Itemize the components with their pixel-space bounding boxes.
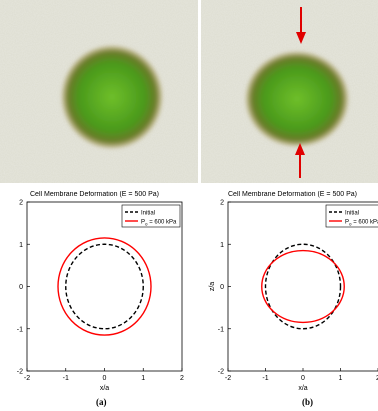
axes-frame — [227, 201, 378, 372]
legend: Initial Po = 600 kPa — [121, 204, 181, 228]
y-tick-label: 2 — [220, 200, 224, 207]
y-axis-label: z/a — [209, 282, 216, 291]
compression-arrow-bottom — [295, 143, 305, 178]
x-tick-label: 2 — [376, 375, 378, 382]
y-tick-label: -2 — [17, 369, 23, 376]
cell-image-before — [0, 0, 198, 183]
x-tick-label: -2 — [24, 375, 30, 382]
x-tick-label: -2 — [225, 375, 231, 382]
legend-label: Initial — [141, 211, 155, 217]
y-tick-label: 2 — [19, 200, 23, 207]
y-tick-label: 1 — [19, 242, 23, 249]
x-axis-label: x/a — [100, 385, 109, 392]
legend-subscript: o — [349, 222, 352, 227]
legend-suffix: = 600 kPa — [148, 220, 178, 226]
axes-frame — [26, 201, 183, 372]
y-tick-label: 0 — [220, 284, 224, 291]
legend: Initial Po = 600 kPa — [325, 204, 378, 228]
y-tick-label: -2 — [218, 369, 224, 376]
panel-label-a: (a) — [96, 397, 107, 407]
compression-arrow-top — [296, 7, 306, 44]
x-tick-label: 0 — [301, 375, 305, 382]
y-tick-label: -1 — [218, 326, 224, 333]
chart-b: -2 -1 0 1 2 -2 -1 0 1 2 x/a z/a Initial Po = 600 kPa — [209, 200, 378, 392]
panel-label-b: (b) — [302, 397, 313, 407]
y-tick-label: 1 — [220, 242, 224, 249]
x-tick-label: 0 — [103, 375, 107, 382]
x-tick-label: 1 — [141, 375, 145, 382]
y-tick-label: 0 — [19, 284, 23, 291]
x-tick-label: 2 — [180, 375, 184, 382]
legend-suffix: = 600 kPa — [352, 220, 378, 226]
legend-subscript: o — [145, 222, 148, 227]
x-tick-label: -1 — [63, 375, 69, 382]
chart-a: -2 -1 0 1 2 -2 -1 0 1 2 x/a Initial Po = 600 kPa — [17, 200, 184, 393]
series-deformed-curve — [261, 249, 345, 324]
y-tick-label: -1 — [17, 326, 23, 333]
x-axis-label: x/a — [298, 385, 307, 392]
x-tick-label: -1 — [262, 375, 268, 382]
legend-label: Initial — [345, 211, 359, 217]
x-tick-label: 1 — [339, 375, 343, 382]
chart-a-title: Cell Membrane Deformation (E = 500 Pa) — [30, 191, 159, 198]
cell-image-compressed — [201, 0, 378, 183]
series-deformed-curve — [57, 237, 152, 336]
legend-label: Po = 600 kPa — [141, 220, 177, 227]
chart-b-title: Cell Membrane Deformation (E = 500 Pa) — [228, 191, 357, 198]
series-initial-curve — [264, 243, 342, 330]
microscope-images — [0, 0, 378, 183]
series-initial-curve — [65, 243, 144, 330]
legend-label: Po = 600 kPa — [345, 220, 378, 227]
